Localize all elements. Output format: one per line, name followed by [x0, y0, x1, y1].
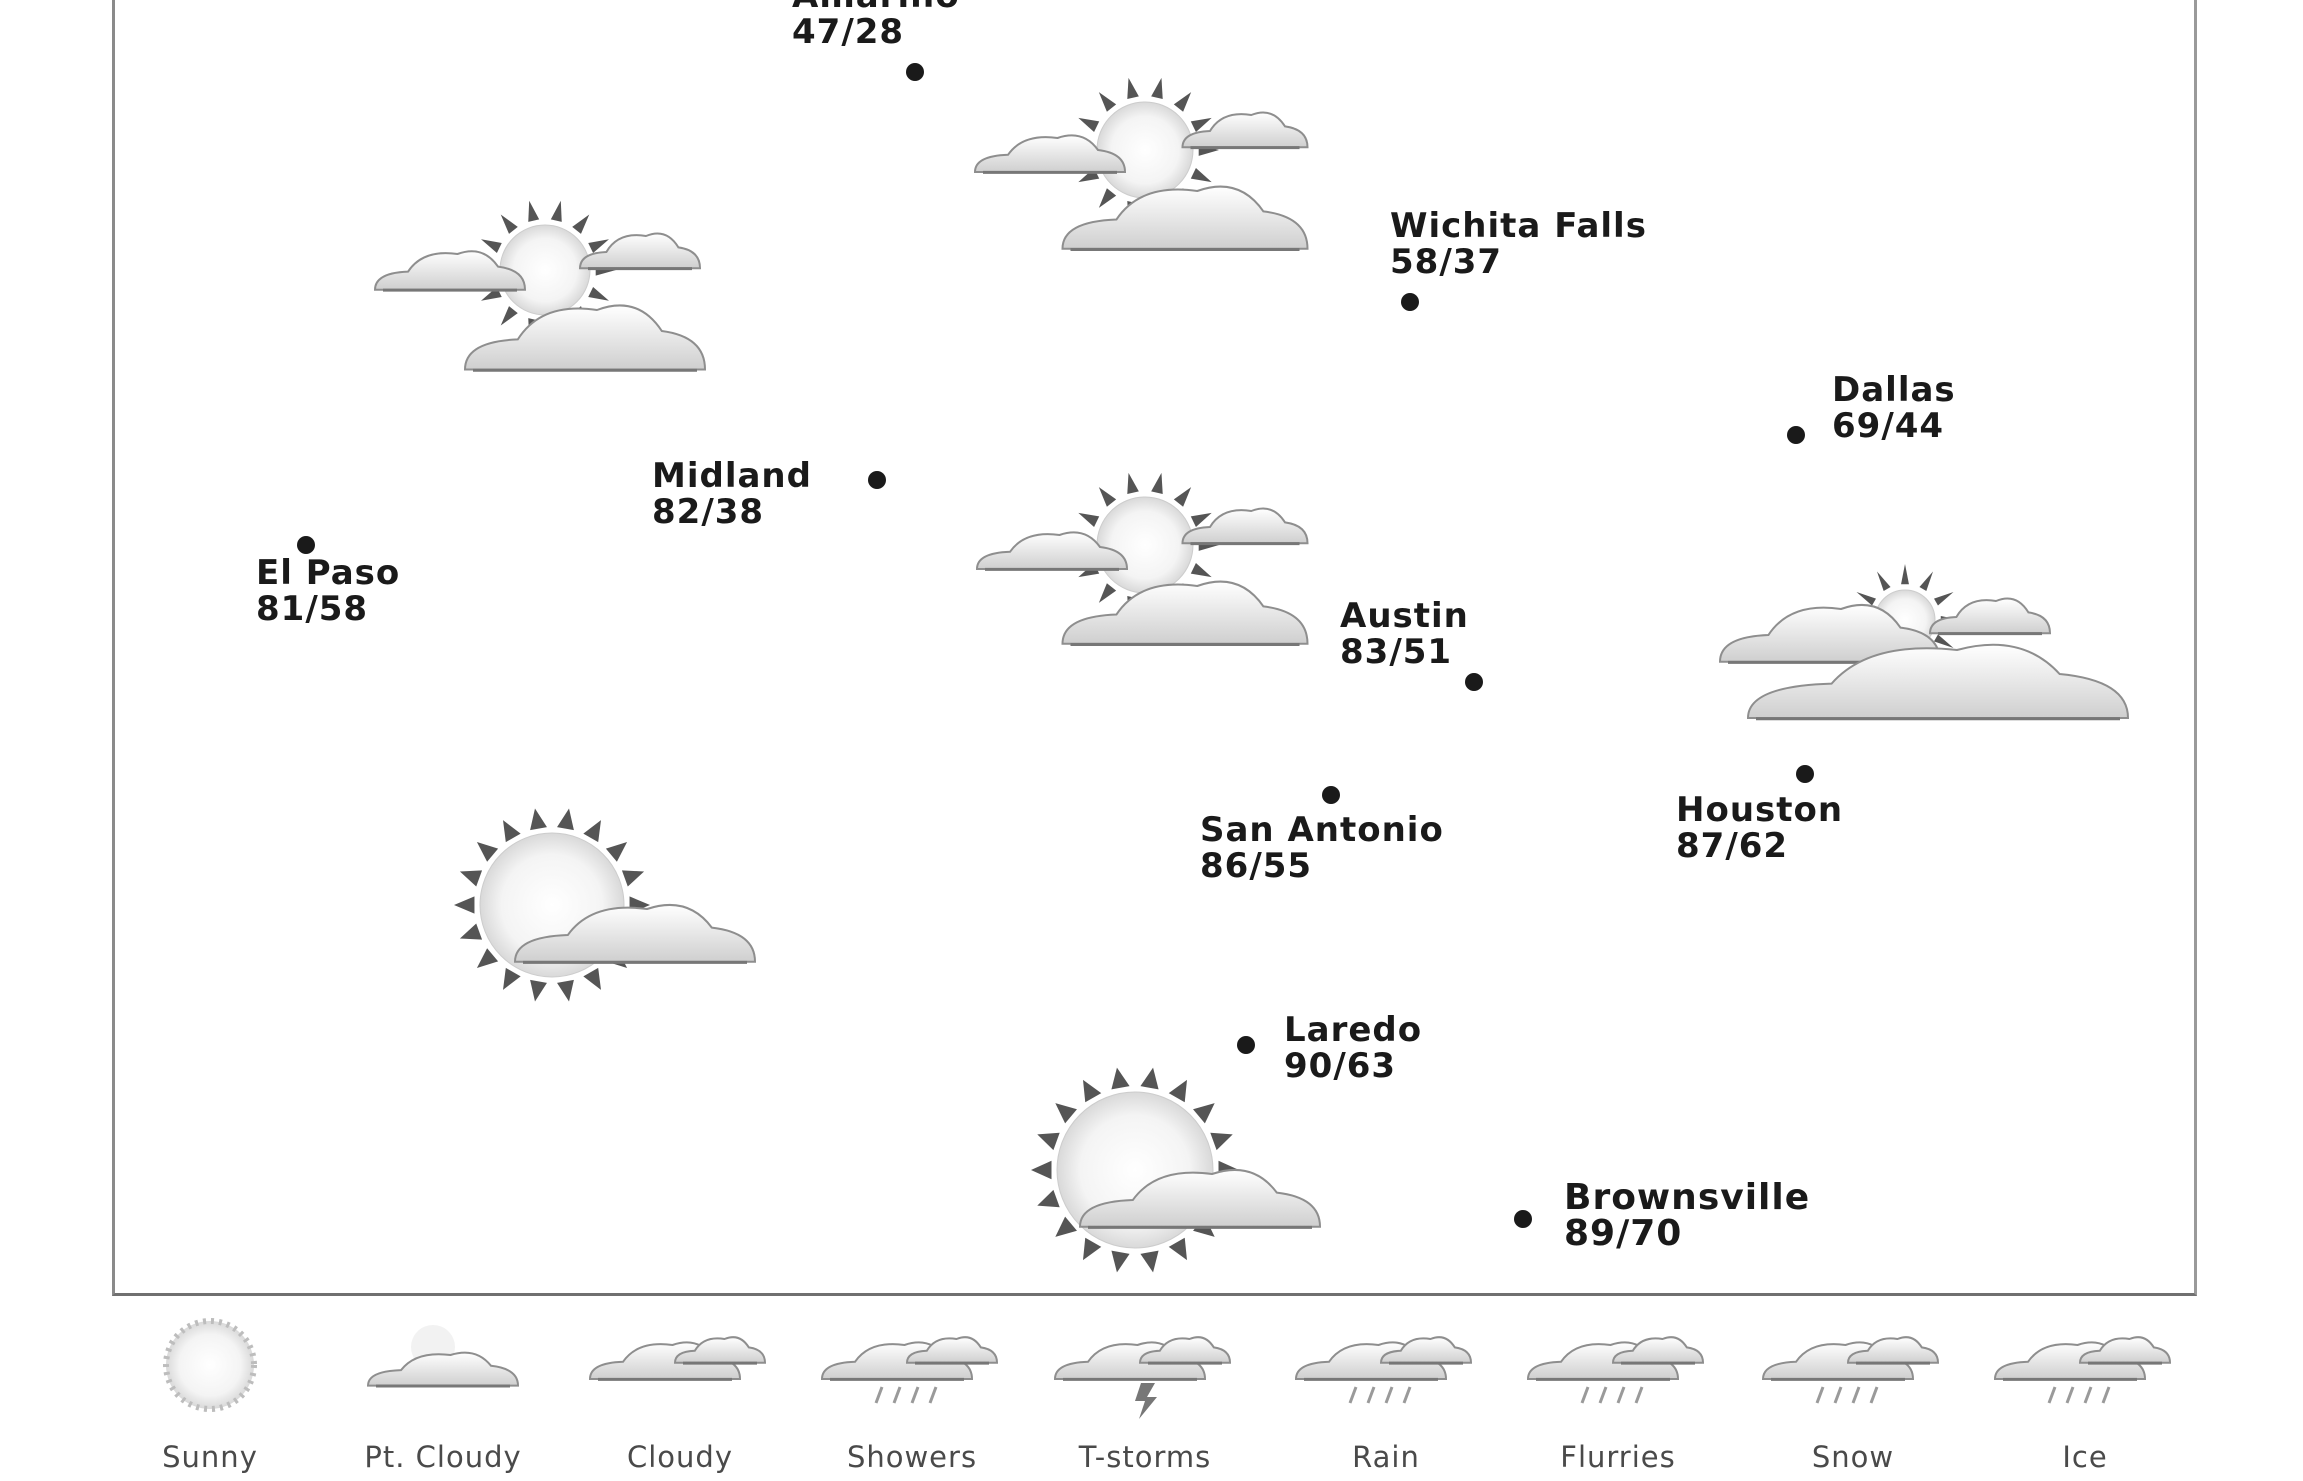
- city-temps: 90/63: [1284, 1046, 1397, 1086]
- city-name: Midland: [652, 456, 812, 496]
- city-dot-amarillo: [906, 63, 924, 81]
- thunderstorms-icon: [1053, 1336, 1232, 1419]
- city-name: Austin: [1340, 596, 1469, 636]
- legend-label-pt-cloudy: Pt. Cloudy: [364, 1440, 522, 1474]
- partly-cloudy-icon: [1031, 1067, 1322, 1273]
- legend-label-snow: Snow: [1811, 1440, 1895, 1474]
- city-name: Laredo: [1284, 1010, 1423, 1050]
- sunny-icon: [163, 1318, 257, 1412]
- city-label-wichita-falls: Wichita Falls 58/37: [1390, 208, 1647, 280]
- city-label-el-paso: El Paso 81/58: [256, 555, 400, 627]
- city-label-austin: Austin 83/51: [1340, 598, 1469, 670]
- legend-label-sunny: Sunny: [162, 1440, 258, 1474]
- city-dot-el-paso: [297, 536, 315, 554]
- city-label-midland: Midland 82/38: [652, 458, 812, 530]
- city-name: Houston: [1676, 790, 1844, 830]
- city-dot-houston: [1796, 765, 1814, 783]
- legend-label-ice: Ice: [2062, 1440, 2108, 1474]
- partly-cloudy-icon: [366, 1325, 520, 1388]
- legend-label-rain: Rain: [1352, 1440, 1420, 1474]
- legend-label-cloudy: Cloudy: [627, 1440, 733, 1474]
- city-name: Dallas: [1832, 370, 1956, 410]
- rain-icon: [1294, 1336, 1473, 1404]
- snow-icon: [1761, 1336, 1940, 1404]
- city-dot-midland: [868, 471, 886, 489]
- cloudy-icon: [588, 1336, 767, 1381]
- partly-cloudy-icon: [373, 200, 707, 372]
- city-markers: [297, 63, 1814, 1228]
- map-weather-icons: [373, 77, 2130, 1273]
- city-name: Amarillo: [792, 0, 960, 14]
- city-label-houston: Houston 87/62: [1676, 792, 1843, 864]
- city-dot-austin: [1465, 673, 1483, 691]
- city-label-brownsville: Brownsville 89/70: [1564, 1180, 1810, 1252]
- city-temps: 82/38: [652, 492, 765, 532]
- city-temps: 69/44: [1832, 406, 1945, 446]
- city-temps: 81/58: [256, 589, 369, 629]
- partly-cloudy-icon: [454, 808, 757, 1002]
- city-label-laredo: Laredo 90/63: [1284, 1012, 1422, 1084]
- city-temps: 47/28: [792, 12, 905, 52]
- city-dot-brownsville: [1514, 1210, 1532, 1228]
- city-name: Wichita Falls: [1390, 206, 1647, 246]
- city-name: El Paso: [256, 553, 401, 593]
- flurries-icon: [1526, 1336, 1705, 1404]
- partly-cloudy-icon: [973, 77, 1309, 251]
- legend-label-flurries: Flurries: [1560, 1440, 1676, 1474]
- city-temps: 89/70: [1564, 1213, 1683, 1254]
- legend-label-showers: Showers: [846, 1440, 978, 1474]
- city-name: San Antonio: [1200, 810, 1444, 850]
- city-dot-wichita-falls: [1401, 293, 1419, 311]
- city-temps: 58/37: [1390, 242, 1503, 282]
- partly-cloudy-icon: [975, 472, 1309, 646]
- city-label-san-antonio: San Antonio 86/55: [1200, 812, 1444, 884]
- city-temps: 87/62: [1676, 826, 1789, 866]
- city-temps: 83/51: [1340, 632, 1453, 672]
- city-dot-laredo: [1237, 1036, 1255, 1054]
- showers-icon: [820, 1336, 999, 1404]
- city-temps: 86/55: [1200, 846, 1313, 886]
- city-dot-dallas: [1787, 426, 1805, 444]
- city-dot-san-antonio: [1322, 786, 1340, 804]
- city-name: Brownsville: [1564, 1177, 1811, 1218]
- ice-icon: [1993, 1336, 2172, 1404]
- city-label-dallas: Dallas 69/44: [1832, 372, 1956, 444]
- legend-icons: [163, 1318, 2172, 1419]
- legend-label-t-storms: T-storms: [1078, 1440, 1212, 1474]
- cloudy-icon: [1718, 564, 2130, 721]
- city-label-amarillo: Amarillo 47/28: [792, 0, 960, 50]
